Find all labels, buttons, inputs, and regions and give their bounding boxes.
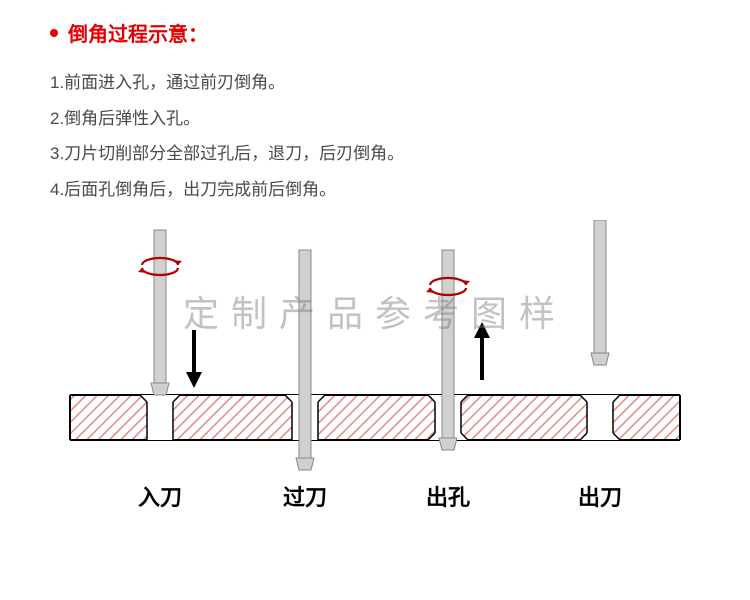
header: 倒角过程示意： bbox=[0, 0, 750, 55]
stage-label: 出孔 bbox=[426, 480, 470, 512]
section-title: 倒角过程示意： bbox=[68, 18, 208, 47]
stage-label: 出刀 bbox=[578, 480, 622, 512]
step-item: 3.刀片切削部分全部过孔后，退刀，后刃倒角。 bbox=[50, 136, 700, 172]
step-list: 1.前面进入孔，通过前刃倒角。 2.倒角后弹性入孔。 3.刀片切削部分全部过孔后… bbox=[0, 55, 750, 208]
step-item: 4.后面孔倒角后，出刀完成前后倒角。 bbox=[50, 172, 700, 208]
stage-label: 过刀 bbox=[283, 480, 327, 512]
step-item: 1.前面进入孔，通过前刃倒角。 bbox=[50, 65, 700, 101]
bullet-icon bbox=[50, 29, 58, 37]
stage-labels: 入刀 过刀 出孔 出刀 bbox=[0, 480, 750, 520]
stage-label: 入刀 bbox=[138, 480, 182, 512]
step-item: 2.倒角后弹性入孔。 bbox=[50, 101, 700, 137]
